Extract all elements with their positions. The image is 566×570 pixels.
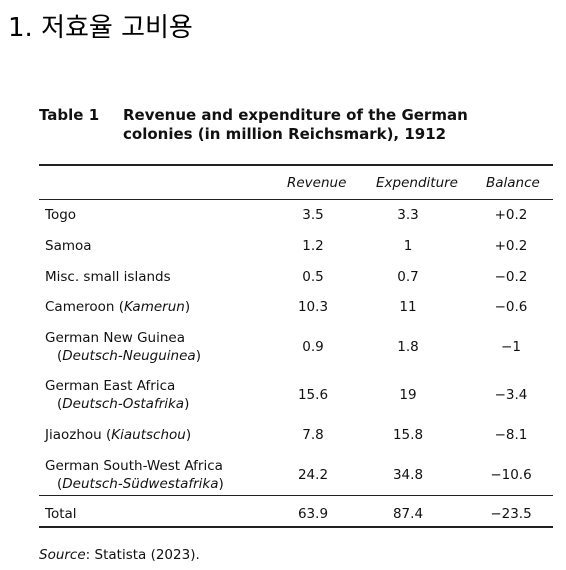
table-header-rule xyxy=(39,199,553,200)
row-revenue: 15.6 xyxy=(297,387,329,403)
row-expenditure: 19 xyxy=(399,387,417,403)
row-balance: −3.4 xyxy=(494,387,528,403)
row-name: Misc. small islands xyxy=(45,269,171,285)
row-balance: +0.2 xyxy=(494,238,528,254)
page-heading: 1. 저효율 고비용 xyxy=(8,13,193,43)
source-note: Source: Statista (2023). xyxy=(39,547,200,563)
table-bottom-rule xyxy=(39,526,553,528)
row-balance: −8.1 xyxy=(494,427,528,443)
total-balance: −23.5 xyxy=(490,506,532,522)
row-name: German East Africa (Deutsch-Ostafrika) xyxy=(45,378,190,412)
row-name: German New Guinea (Deutsch-Neuguinea) xyxy=(45,330,201,364)
row-revenue: 7.8 xyxy=(302,427,324,443)
row-balance: −10.6 xyxy=(490,467,532,483)
table-label: Table 1 xyxy=(39,106,100,124)
total-revenue: 63.9 xyxy=(297,506,329,522)
column-header-balance: Balance xyxy=(486,175,540,191)
table-total-rule xyxy=(39,495,553,496)
row-balance: −0.6 xyxy=(494,299,528,315)
total-expenditure: 87.4 xyxy=(392,506,424,522)
row-expenditure: 1.8 xyxy=(397,339,419,355)
row-expenditure: 1 xyxy=(403,238,413,254)
total-row-name: Total xyxy=(45,506,77,522)
row-balance: −1 xyxy=(501,339,521,355)
row-balance: +0.2 xyxy=(494,207,528,223)
row-name: Jiaozhou (Kiautschou) xyxy=(45,427,192,443)
table-top-rule xyxy=(39,164,553,166)
table-title: Revenue and expenditure of the German co… xyxy=(123,106,468,143)
row-name: Cameroon (Kamerun) xyxy=(45,299,191,315)
row-revenue: 0.9 xyxy=(302,339,324,355)
row-revenue: 1.2 xyxy=(302,238,324,254)
row-revenue: 24.2 xyxy=(297,467,329,483)
row-expenditure: 34.8 xyxy=(392,467,424,483)
row-revenue: 3.5 xyxy=(302,207,324,223)
row-expenditure: 3.3 xyxy=(397,207,419,223)
row-expenditure: 15.8 xyxy=(392,427,424,443)
row-name: Samoa xyxy=(45,238,92,254)
column-header-expenditure: Expenditure xyxy=(376,175,458,191)
row-balance: −0.2 xyxy=(494,269,528,285)
row-expenditure: 11 xyxy=(399,299,417,315)
row-name: German South-West Africa (Deutsch-Südwest… xyxy=(45,458,224,492)
row-name: Togo xyxy=(45,207,77,223)
row-revenue: 10.3 xyxy=(297,299,329,315)
column-header-revenue: Revenue xyxy=(287,175,347,191)
row-expenditure: 0.7 xyxy=(397,269,419,285)
row-revenue: 0.5 xyxy=(302,269,324,285)
